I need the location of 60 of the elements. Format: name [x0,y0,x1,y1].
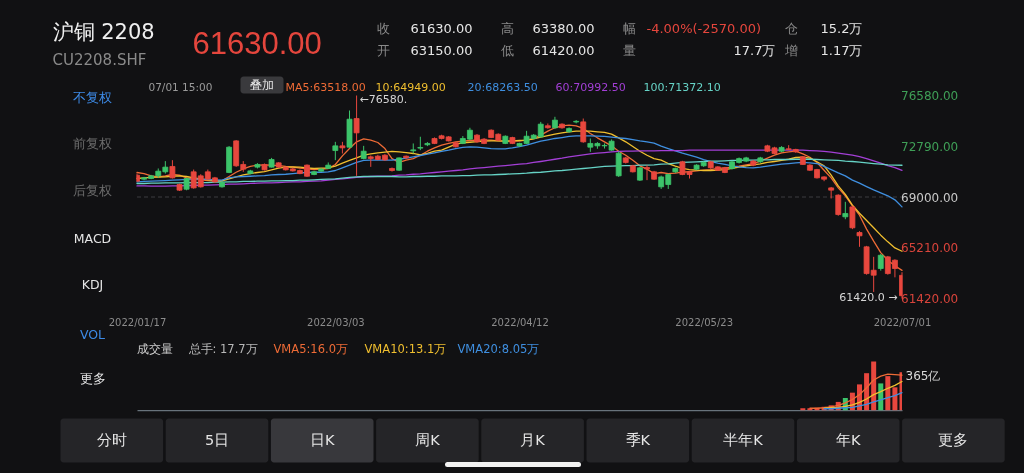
text: KDJ [81,276,104,292]
text: 更多 [79,370,106,386]
text: 增 [783,42,798,58]
text: 幅 [622,20,636,36]
text: MA5:63518.00 [285,80,366,94]
text: 日K [309,431,335,448]
text: 总手: 17.7万 [187,341,258,356]
text: 60:70992.50 [555,80,626,94]
text: 07/01 15:00 [148,80,213,93]
annotation: ←76580. [359,92,408,106]
text: 叠加 [249,77,274,92]
x-tick-label: 2022/01/17 [108,317,167,328]
chart-title: 成交量 [136,341,173,356]
text: -4.00%(-2570.00) [646,20,762,36]
y-tick-label: 61420.00 [901,292,959,306]
chart-subtitle: CU2208.SHF [52,50,147,69]
text: 月K [520,431,546,448]
text: 年K [835,431,861,448]
text: VMA10:13.1万 [364,341,447,356]
text: 61630.00 [410,20,473,36]
text: 17.7万 [733,42,776,58]
annotation: 61420.0 → [839,290,898,304]
text: 365亿 [905,368,941,383]
text: 1.17万 [820,42,863,58]
text: 不复权 [73,89,112,105]
text: 后复权 [73,182,112,198]
x-tick-label: 2022/05/23 [675,317,733,328]
y-tick-label: 72790.00 [901,139,959,154]
x-tick-label: 2022/07/01 [873,317,932,328]
text: 分时 [96,431,127,448]
chart-title: 沪铜 2208 [52,19,155,44]
text: 61420.00 [532,42,595,58]
text: 季K [625,431,651,448]
text: 量 [622,42,636,58]
text: VMA20:8.05万 [457,341,540,356]
text: 仓 [784,20,798,36]
text: 100:71372.10 [643,80,721,94]
text: 63150.00 [410,42,473,58]
text: 更多 [938,431,969,448]
text: 高 [500,20,514,36]
text: 前复权 [73,135,112,151]
text: 20:68263.50 [467,80,538,94]
text: 10:64949.00 [375,80,446,94]
text: 开 [376,42,390,58]
y-tick-label: 76580.00 [901,89,959,103]
text: 63380.00 [532,20,595,36]
text: MACD [73,230,112,246]
text: VOL [79,326,106,342]
y-tick-label: 65210.00 [901,241,959,256]
text: VMA5:16.0万 [273,341,348,356]
text: 周K [415,431,441,448]
text: 收 [376,20,390,36]
x-tick-label: 2022/03/03 [307,317,365,328]
text: 61630.00 [192,25,322,61]
text: 半年K [723,431,764,448]
x-tick-label: 2022/04/12 [491,317,549,328]
text: 15.2万 [820,20,863,36]
text: 低 [500,42,514,58]
text: 5日 [204,431,230,448]
y-tick-label: 69000.00 [901,190,959,205]
